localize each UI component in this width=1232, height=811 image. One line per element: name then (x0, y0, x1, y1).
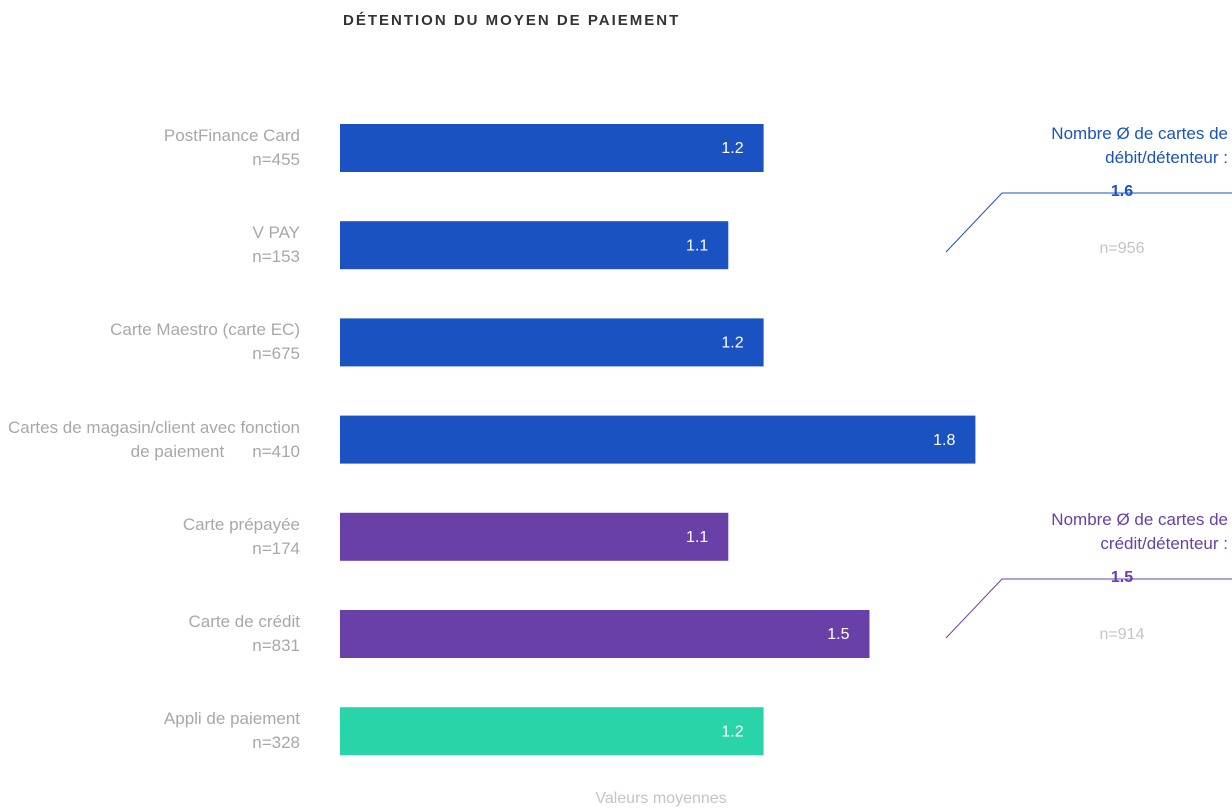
category-name: Appli de paiement (163, 709, 300, 729)
annotation-n: n=956 (1099, 240, 1145, 257)
bar (340, 512, 729, 561)
category-name: Carte de crédit (188, 612, 301, 631)
value-label: 1.1 (686, 237, 708, 254)
annotation-text: Nombre Ø de cartes de crédit/détenteur : (1051, 510, 1228, 553)
value-label: 1.5 (827, 626, 849, 643)
value-label: 1.8 (933, 432, 955, 449)
x-axis-label: Valeurs moyennes (595, 790, 727, 807)
value-label: 1.2 (721, 140, 743, 157)
chart-title: DÉTENTION DU MOYEN DE PAIEMENT (343, 12, 681, 29)
category-label: PostFinance Card n=455 (0, 124, 300, 172)
bar (340, 610, 870, 658)
sample-size: n=831 (252, 636, 300, 655)
annotation-line (945, 192, 1232, 253)
sample-size: n=410 (252, 441, 300, 461)
category-name: Cartes de magasin/client avec fonction d… (8, 417, 300, 461)
sample-size: n=328 (252, 733, 300, 753)
category-name: V PAY (252, 223, 300, 243)
category-label: Appli de paiement n=328 (0, 707, 300, 755)
bar (340, 707, 764, 756)
category-label: V PAY n=153 (0, 221, 300, 269)
category-label: Cartes de magasin/client avec fonction d… (0, 416, 300, 464)
category-name: Carte Maestro (carte EC) (110, 320, 300, 340)
bar (340, 124, 764, 172)
bar (340, 318, 764, 367)
category-name: PostFinance Card (163, 126, 300, 145)
bar (340, 415, 976, 464)
value-label: 1.2 (721, 335, 743, 352)
value-label: 1.2 (721, 723, 743, 740)
annotation-line (945, 578, 1232, 639)
annotation-text: Nombre Ø de cartes de débit/détenteur : (1051, 124, 1228, 167)
category-label: Carte prépayée n=174 (0, 513, 300, 561)
value-label: 1.1 (686, 529, 708, 546)
annotation-n: n=914 (1099, 626, 1145, 643)
sample-size: n=174 (252, 538, 300, 558)
category-label: Carte de crédit n=831 (0, 610, 301, 658)
bar (340, 221, 729, 270)
annotation-value: 1.6 (1110, 183, 1134, 200)
sample-size: n=153 (252, 247, 300, 267)
category-label: Carte Maestro (carte EC) n=675 (0, 318, 300, 366)
sample-size: n=455 (252, 150, 300, 169)
annotation-value: 1.5 (1110, 569, 1134, 586)
category-name: Carte prépayée (182, 514, 300, 534)
sample-size: n=675 (252, 344, 300, 364)
